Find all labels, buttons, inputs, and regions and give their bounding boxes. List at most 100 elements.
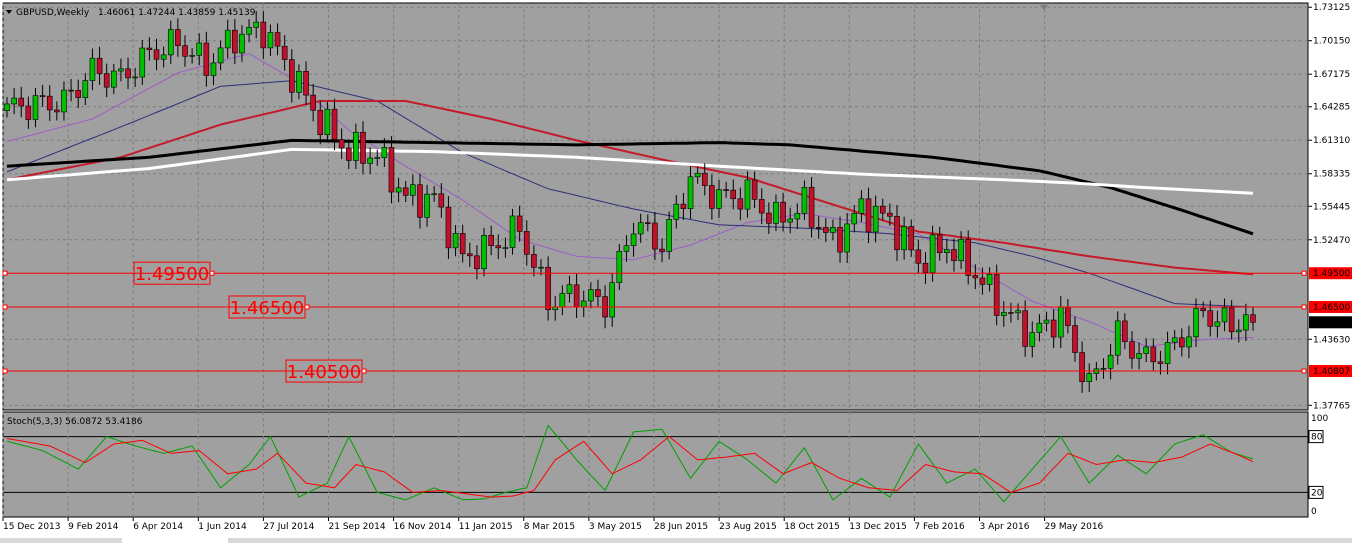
candles: [4, 11, 1256, 393]
level-label[interactable]: 1.49500: [135, 264, 209, 285]
bull-candle: [502, 247, 509, 249]
bull-candle: [637, 222, 644, 235]
symbol-title: GBPUSD,Weekly: [16, 8, 90, 18]
level-label[interactable]: 1.40500: [287, 362, 361, 383]
bull-candle: [89, 57, 96, 81]
price-axis: 1.73125 1.70150 1.67175 1.64285 1.61310 1.583…: [1308, 3, 1352, 411]
bull-candle: [673, 203, 680, 220]
price-tick-label: 1.61310: [1313, 136, 1350, 146]
bull-candle: [239, 33, 245, 54]
level-label-handle[interactable]: [304, 304, 310, 310]
time-tick-label: 3 May 2015: [589, 522, 642, 532]
bull-candle: [410, 184, 416, 196]
stochastic-axis: 100 80 20 0: [1308, 414, 1328, 517]
level-anchor[interactable]: [2, 304, 8, 310]
bear-candle: [1122, 320, 1128, 342]
current-price-tag: [1309, 316, 1352, 329]
bull-candle: [872, 205, 879, 233]
bear-candle: [18, 97, 25, 107]
bull-candle: [858, 198, 865, 214]
bull-candle: [1235, 329, 1242, 333]
bear-candle: [837, 227, 843, 253]
bull-candle: [929, 234, 936, 273]
bull-candle: [801, 186, 808, 214]
bear-candle: [1008, 312, 1014, 314]
level-anchor[interactable]: [2, 368, 8, 374]
bear-candle: [445, 206, 452, 249]
bear-candle: [146, 47, 153, 50]
bull-candle: [986, 274, 993, 285]
bull-candle: [118, 68, 124, 72]
bear-candle: [260, 21, 267, 49]
bear-candle: [979, 277, 986, 285]
bear-candle: [709, 185, 715, 209]
horizontal-levels[interactable]: 1.49500 1.46500 1.40500: [2, 261, 1308, 383]
bear-candle: [758, 199, 765, 214]
stochastic-grid: [2, 412, 1308, 517]
bear-candle: [1207, 310, 1214, 327]
bull-candle: [367, 157, 373, 164]
bear-candle: [175, 29, 181, 46]
dropdown-triangle-icon[interactable]: [6, 10, 12, 14]
level-anchor[interactable]: [1301, 270, 1307, 276]
bear-candle: [723, 189, 729, 191]
bear-candle: [1157, 361, 1164, 364]
shift-marker-icon[interactable]: [1040, 5, 1048, 10]
price-tick-label: 1.73125: [1313, 3, 1350, 13]
stochastic-tick-label: 100: [1311, 414, 1328, 424]
bull-candle: [773, 201, 779, 224]
bear-candle: [274, 32, 281, 47]
current-price-label: 1.45139: [1313, 318, 1350, 328]
bull-candle: [353, 131, 359, 161]
level-price-tag-label: 1.49500: [1313, 269, 1350, 279]
bear-candle: [780, 201, 786, 223]
bear-candle: [652, 222, 658, 250]
bull-candle: [509, 215, 516, 248]
level-label-handle[interactable]: [361, 368, 367, 374]
bear-candle: [1200, 308, 1206, 312]
time-tick-label: 29 May 2016: [1045, 522, 1104, 532]
bull-candle: [566, 284, 573, 294]
stochastic-level-tag: [1308, 485, 1324, 499]
level-anchor[interactable]: [2, 270, 8, 276]
bull-candle: [11, 97, 17, 105]
bear-candle: [495, 245, 502, 249]
bear-candle: [488, 234, 494, 246]
bear-candle: [1079, 352, 1085, 382]
stochastic-lines: [6, 424, 1254, 503]
bear-candle: [951, 249, 957, 262]
level-anchor[interactable]: [1301, 304, 1307, 310]
time-tick-label: 7 Feb 2016: [914, 522, 965, 532]
bull-candle: [32, 95, 39, 120]
tab-strip-left[interactable]: [0, 538, 122, 543]
bull-candle: [1086, 373, 1093, 382]
bear-candle: [815, 227, 822, 229]
stochastic-tick-label: 20: [1311, 488, 1323, 498]
bear-candle: [644, 222, 651, 224]
bull-candle: [395, 187, 402, 193]
bear-candle: [879, 205, 886, 214]
bull-candle: [1100, 367, 1107, 370]
bull-candle: [381, 147, 388, 158]
bear-candle: [402, 187, 409, 196]
level-label-handle[interactable]: [209, 270, 215, 276]
bear-candle: [915, 249, 922, 264]
level-price-tag: [1309, 365, 1352, 378]
bear-candle: [1065, 306, 1071, 326]
bull-candle: [132, 76, 138, 79]
bear-candle: [822, 227, 829, 233]
bear-candle: [659, 248, 665, 252]
bull-candle: [1114, 320, 1121, 356]
bull-candle: [374, 157, 381, 159]
stochastic-plot-area[interactable]: [2, 411, 1309, 518]
level-anchor[interactable]: [1301, 368, 1307, 374]
tab-strip-right[interactable]: [228, 538, 1352, 543]
level-label[interactable]: 1.46500: [230, 298, 304, 319]
bull-candle: [246, 27, 252, 35]
bear-candle: [345, 147, 352, 161]
time-axis: 15 Dec 2013 9 Feb 2014 6 Apr 2014 1 Jun 201…: [2, 517, 1104, 532]
bull-candle: [1136, 353, 1142, 359]
bear-candle: [545, 266, 551, 311]
level-price-tag-label: 1.46500: [1313, 303, 1350, 313]
